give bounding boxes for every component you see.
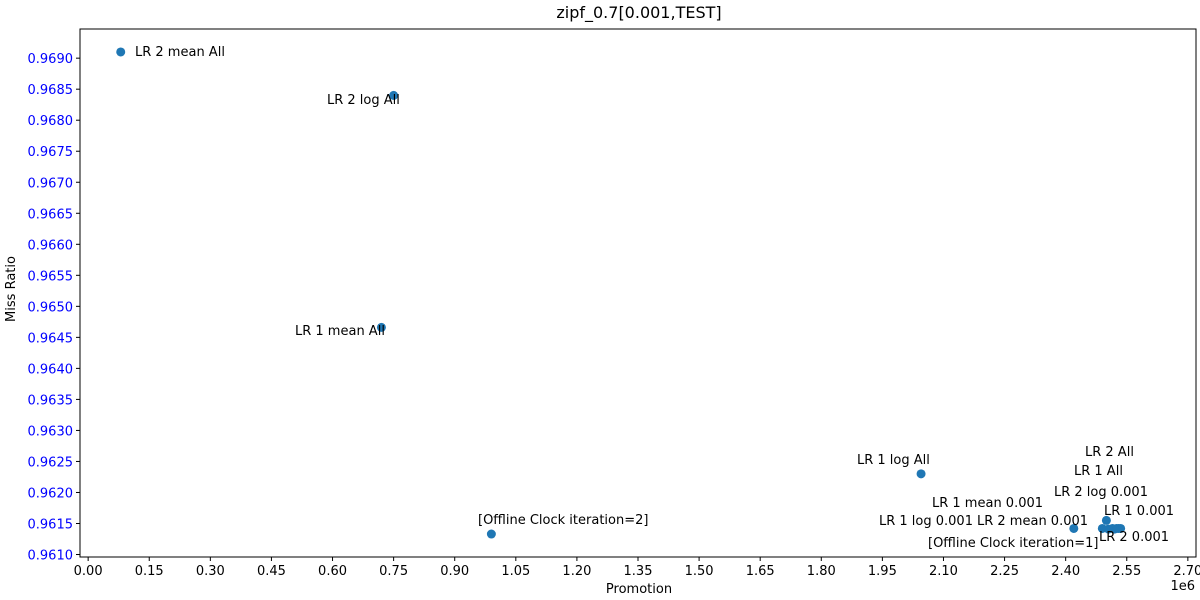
x-tick-label: 0.75 xyxy=(379,564,408,579)
y-tick-label: 0.9675 xyxy=(28,145,74,160)
x-tick-label: 2.40 xyxy=(1051,564,1080,579)
y-tick-label: 0.9690 xyxy=(28,52,74,67)
y-tick-label: 0.9615 xyxy=(28,517,74,532)
y-tick-label: 0.9655 xyxy=(28,269,74,284)
y-tick-label: 0.9645 xyxy=(28,331,74,346)
plot-area xyxy=(79,28,1197,558)
point-labels: LR 2 mean All LR 2 log All LR 1 mean All LR… xyxy=(135,45,1174,551)
x-tick-label: 1.50 xyxy=(685,564,714,579)
x-tick-label: 0.45 xyxy=(257,564,286,579)
x-tick-label: 0.90 xyxy=(440,564,469,579)
data-points xyxy=(116,47,1126,539)
x-tick-label: 1.35 xyxy=(624,564,653,579)
data-point xyxy=(1101,515,1111,525)
y-tick-label: 0.9680 xyxy=(28,114,74,129)
x-tick-label: 2.70 xyxy=(1173,564,1200,579)
y-tick-label: 0.9660 xyxy=(28,238,74,253)
point-label: LR 1 log All xyxy=(857,453,930,468)
chart-title: zipf_0.7[0.001,TEST] xyxy=(556,3,721,23)
x-tick-label: 1.95 xyxy=(868,564,897,579)
x-axis-label: Promotion xyxy=(606,582,672,597)
x-tick-label: 2.25 xyxy=(990,564,1019,579)
data-point xyxy=(116,47,126,57)
point-label: LR 1 log 0.001 xyxy=(879,514,973,529)
x-axis-offset-label: 1e6 xyxy=(1170,579,1195,594)
data-point xyxy=(1103,524,1113,534)
y-tick-label: 0.9620 xyxy=(28,486,74,501)
point-label: LR 1 mean 0.001 xyxy=(932,496,1043,511)
point-label: LR 2 All xyxy=(1085,445,1134,460)
point-label: LR 2 mean All xyxy=(135,45,225,60)
x-tick-label: 0.30 xyxy=(196,564,225,579)
point-label: LR 1 0.001 xyxy=(1104,504,1174,519)
y-tick-label: 0.9635 xyxy=(28,393,74,408)
data-point xyxy=(916,469,926,479)
x-tick-label: 0.00 xyxy=(74,564,103,579)
data-point xyxy=(486,529,496,539)
y-axis-label: Miss Ratio xyxy=(4,256,19,322)
y-tick-label: 0.9640 xyxy=(28,362,74,377)
x-tick-label: 1.05 xyxy=(501,564,530,579)
point-label: LR 2 0.001 xyxy=(1099,530,1169,545)
point-label: LR 1 All xyxy=(1074,464,1123,479)
y-tick-label: 0.9665 xyxy=(28,207,74,222)
data-point xyxy=(389,90,399,100)
x-axis-ticks: 0.00 0.15 0.30 0.45 0.60 0.75 0.90 1.05 1.20 1.35… xyxy=(74,557,1200,579)
x-tick-label: 2.10 xyxy=(929,564,958,579)
point-label: LR 2 mean 0.001 xyxy=(977,514,1088,529)
plot-frame xyxy=(79,28,1197,558)
data-point xyxy=(376,322,386,332)
y-axis-ticks: 0.9610 0.9615 0.9620 0.9625 0.9630 0.9635 0.96… xyxy=(28,52,80,564)
y-tick-label: 0.9610 xyxy=(28,549,74,564)
y-tick-label: 0.9650 xyxy=(28,300,74,315)
x-tick-label: 0.15 xyxy=(135,564,164,579)
point-label: LR 2 log 0.001 xyxy=(1054,485,1148,500)
y-tick-label: 0.9670 xyxy=(28,176,74,191)
data-point xyxy=(1069,523,1079,533)
y-tick-label: 0.9685 xyxy=(28,83,74,98)
x-tick-label: 1.80 xyxy=(807,564,836,579)
point-label: LR 1 mean All xyxy=(295,324,385,339)
point-label: [Offline Clock iteration=2] xyxy=(478,513,648,528)
y-tick-label: 0.9630 xyxy=(28,424,74,439)
y-tick-label: 0.9625 xyxy=(28,455,74,470)
x-tick-label: 1.65 xyxy=(746,564,775,579)
x-tick-label: 2.55 xyxy=(1112,564,1141,579)
point-label: LR 2 log All xyxy=(327,93,400,108)
point-label: [Offline Clock iteration=1] xyxy=(928,536,1098,551)
x-tick-label: 1.20 xyxy=(562,564,591,579)
x-tick-label: 0.60 xyxy=(318,564,347,579)
